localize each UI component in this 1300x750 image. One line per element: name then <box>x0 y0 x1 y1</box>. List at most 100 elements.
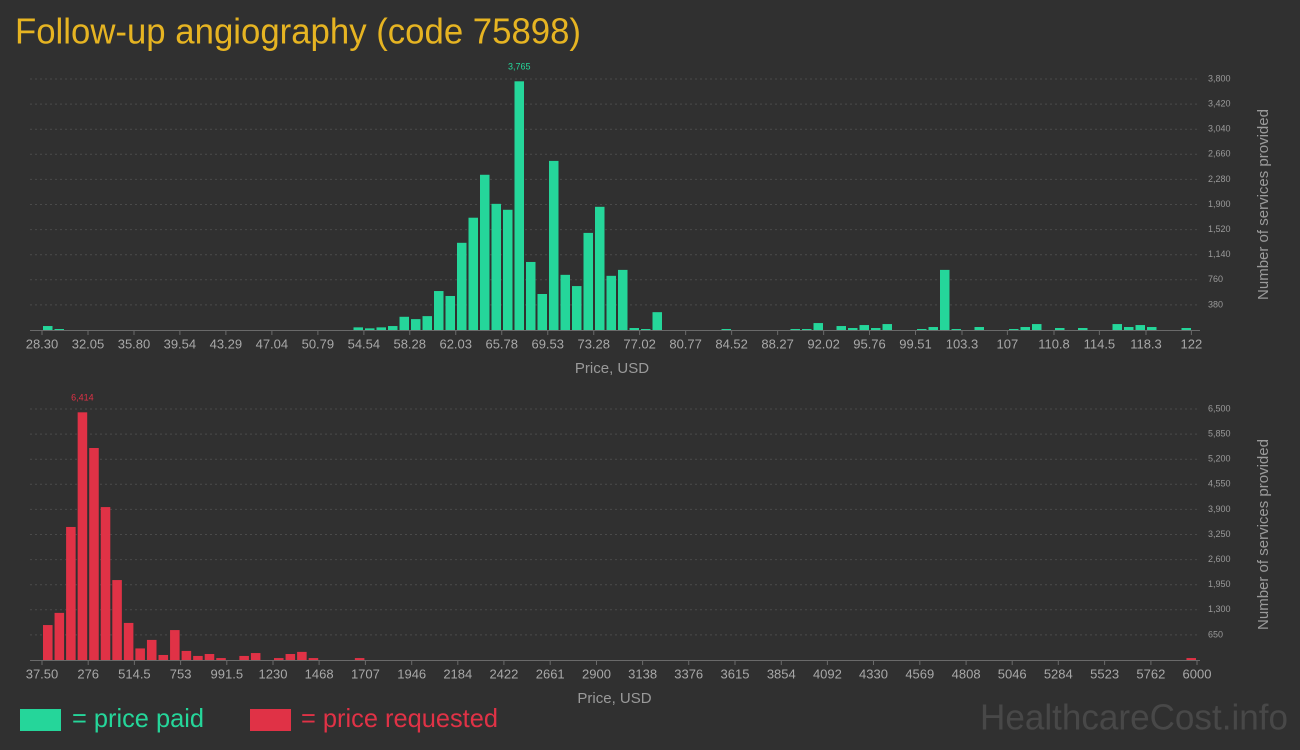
x-tick-label: 50.79 <box>302 336 335 351</box>
y-tick-label: 1,900 <box>1208 199 1231 209</box>
bar <box>1055 328 1065 330</box>
bar <box>1147 327 1157 330</box>
bar <box>445 295 455 330</box>
bar <box>204 654 215 660</box>
x-tick-label: 92.02 <box>807 336 840 351</box>
bar <box>250 653 261 660</box>
value-label: 6,414 <box>71 393 94 403</box>
x-tick-label: 65.78 <box>485 336 518 351</box>
y-tick-label: 3,900 <box>1208 504 1231 514</box>
x-tick-label: 1468 <box>305 666 334 681</box>
bar <box>871 328 881 330</box>
legend-swatch <box>20 709 61 731</box>
x-tick-label: 62.03 <box>439 336 472 351</box>
x-tick-label: 58.28 <box>393 336 426 351</box>
bar <box>940 269 950 330</box>
bar <box>572 286 582 330</box>
bar <box>514 81 524 330</box>
x-tick-label: 991.5 <box>211 666 244 681</box>
bar <box>721 329 731 330</box>
x-tick-label: 3376 <box>674 666 703 681</box>
x-tick-label: 95.76 <box>853 336 886 351</box>
bar <box>193 655 203 660</box>
bar <box>549 160 559 330</box>
bar <box>859 325 869 330</box>
y-tick-label: 3,250 <box>1208 529 1231 539</box>
bar <box>618 269 628 330</box>
bar <box>43 326 53 330</box>
bar <box>1186 658 1196 660</box>
y-tick-label: 1,140 <box>1208 249 1231 259</box>
bar <box>802 329 812 330</box>
x-tick-label: 4092 <box>813 666 842 681</box>
x-tick-label: 1707 <box>351 666 380 681</box>
bar <box>308 658 319 660</box>
bar <box>434 291 444 330</box>
bar <box>503 209 513 330</box>
bar <box>297 651 307 660</box>
bar <box>146 639 157 660</box>
bar <box>480 174 490 330</box>
y-tick-label: 1,300 <box>1208 604 1231 614</box>
bar <box>813 323 823 330</box>
bar <box>66 526 76 660</box>
bar <box>170 630 180 660</box>
x-tick-label: 43.29 <box>210 336 243 351</box>
x-tick-label: 4569 <box>905 666 934 681</box>
y-tick-label: 6,500 <box>1208 403 1231 413</box>
bar <box>1112 324 1122 330</box>
bar <box>54 612 65 660</box>
bar <box>285 654 296 660</box>
bar <box>158 654 169 660</box>
y-tick-label: 4,550 <box>1208 479 1231 489</box>
bar <box>641 329 651 330</box>
y-tick-label: 2,280 <box>1208 174 1231 184</box>
x-tick-label: 3854 <box>767 666 796 681</box>
bar <box>457 242 467 330</box>
bar <box>239 655 249 660</box>
x-tick-label: 5284 <box>1044 666 1073 681</box>
bar <box>974 327 984 330</box>
x-tick-label: 3138 <box>628 666 657 681</box>
legend-label: = price requested <box>301 703 498 733</box>
x-tick-label: 99.51 <box>899 336 932 351</box>
x-tick-label: 107 <box>997 336 1019 351</box>
chart-title: Follow-up angiography (code 75898) <box>15 11 581 52</box>
bar <box>422 316 432 330</box>
bar <box>928 327 938 330</box>
bar <box>848 328 858 330</box>
x-tick-label: 39.54 <box>164 336 197 351</box>
y-axis-label: Number of services provided <box>1255 439 1272 630</box>
bar <box>354 658 365 660</box>
bar <box>526 261 536 330</box>
bar <box>1181 328 1191 330</box>
bar <box>181 650 192 660</box>
x-tick-label: 37.50 <box>26 666 59 681</box>
bar <box>411 319 421 330</box>
x-tick-label: 88.27 <box>761 336 794 351</box>
x-tick-label: 54.54 <box>348 336 381 351</box>
bar <box>388 326 398 330</box>
bar <box>1124 327 1134 330</box>
y-tick-label: 1,520 <box>1208 224 1231 234</box>
bar <box>135 648 145 660</box>
x-tick-label: 103.3 <box>946 336 979 351</box>
bar <box>1078 328 1088 330</box>
bar <box>365 328 375 330</box>
bar <box>376 327 386 330</box>
bar <box>216 658 226 660</box>
x-tick-label: 122 <box>1181 336 1203 351</box>
x-tick-label: 5046 <box>998 666 1027 681</box>
x-tick-label: 110.8 <box>1038 336 1070 351</box>
watermark: HealthcareCost.info <box>980 697 1288 738</box>
bar <box>491 203 501 330</box>
x-tick-label: 114.5 <box>1084 336 1116 351</box>
bar <box>595 206 605 330</box>
bar <box>1020 327 1030 330</box>
bar <box>629 328 639 330</box>
x-tick-label: 4808 <box>952 666 981 681</box>
bar <box>652 312 662 330</box>
y-tick-label: 5,200 <box>1208 454 1231 464</box>
